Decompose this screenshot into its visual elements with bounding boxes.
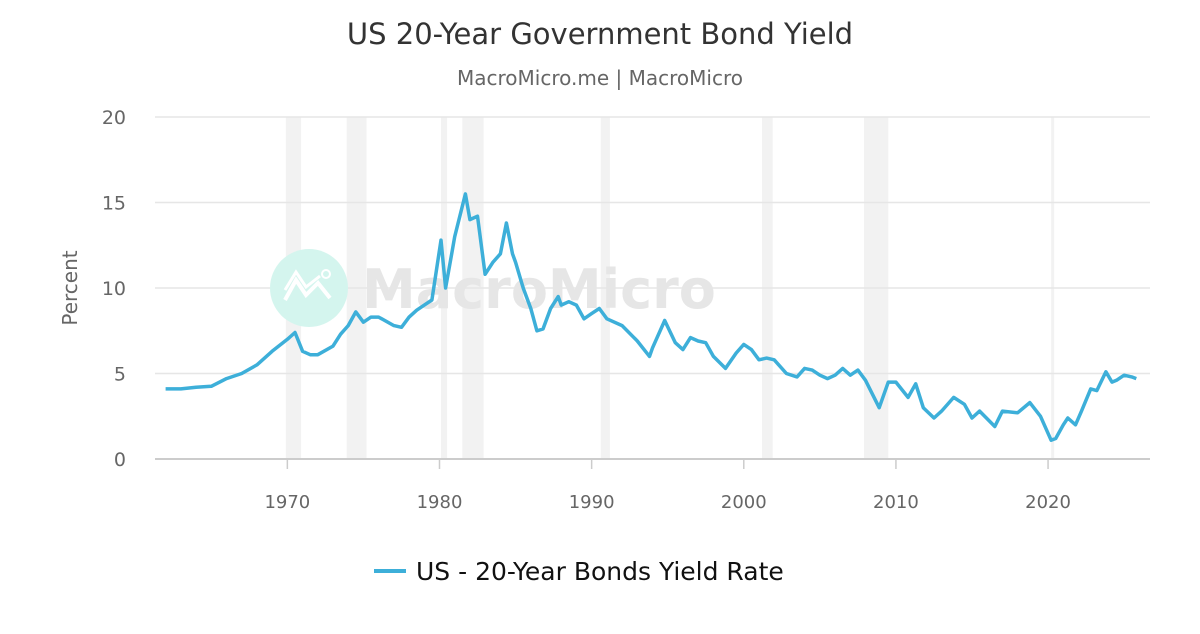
y-tick-label: 15 — [102, 193, 126, 215]
watermark-logo-dot — [321, 269, 331, 279]
axes: 0 5 10 15 20 1970 1980 1990 2000 2010 2020 — [102, 107, 1071, 513]
chart-subtitle: MacroMicro.me | MacroMicro — [457, 66, 743, 90]
chart-title: US 20-Year Government Bond Yield — [347, 17, 853, 51]
legend-label[interactable]: US - 20-Year Bonds Yield Rate — [416, 557, 784, 586]
y-tick-label: 10 — [102, 278, 126, 300]
x-tick-label: 1980 — [417, 492, 463, 513]
watermark-text: MacroMicro — [362, 258, 716, 321]
legend[interactable]: US - 20-Year Bonds Yield Rate — [374, 557, 784, 586]
y-axis-label: Percent — [58, 250, 82, 325]
x-tick-label: 2000 — [721, 492, 767, 513]
y-tick-label: 5 — [114, 364, 126, 386]
x-tick-label: 1970 — [264, 492, 310, 513]
x-tick-label: 2010 — [873, 492, 919, 513]
grid — [155, 116, 1150, 460]
watermark: MacroMicro — [270, 249, 716, 327]
watermark-logo-mark — [283, 276, 332, 301]
y-tick-label: 20 — [102, 107, 126, 129]
series-line — [165, 192, 1137, 442]
x-tick-label: 1990 — [569, 492, 615, 513]
y-tick-label: 0 — [114, 449, 126, 471]
watermark-logo-mark — [283, 269, 321, 291]
watermark-logo-icon — [270, 249, 348, 327]
x-tick-label: 2020 — [1025, 492, 1071, 513]
